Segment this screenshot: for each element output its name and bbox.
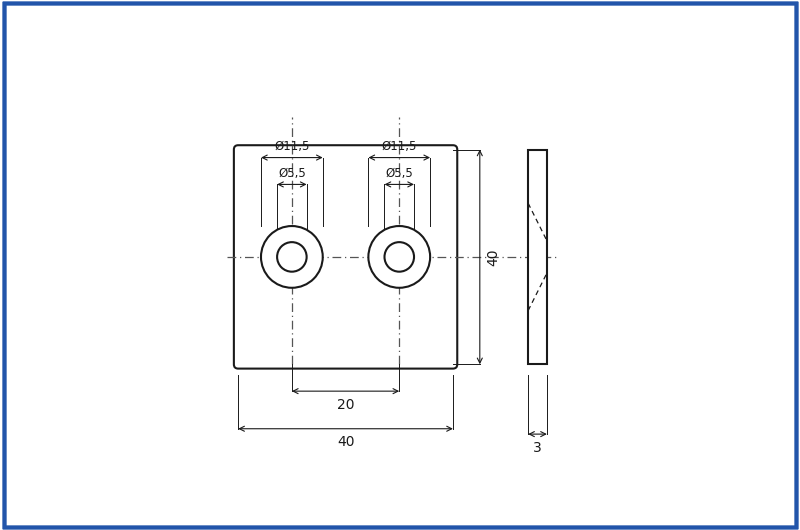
Text: 20: 20 (337, 398, 354, 412)
Bar (528, 149, 547, 364)
Circle shape (385, 242, 414, 272)
Text: Ø5,5: Ø5,5 (386, 167, 413, 180)
Circle shape (368, 226, 430, 288)
Text: 40: 40 (337, 435, 354, 449)
Circle shape (261, 226, 322, 288)
Text: Ø11,5: Ø11,5 (382, 140, 417, 153)
Text: Ø5,5: Ø5,5 (278, 167, 306, 180)
Text: 40: 40 (486, 248, 500, 266)
Circle shape (277, 242, 306, 272)
Text: Ø11,5: Ø11,5 (274, 140, 310, 153)
FancyBboxPatch shape (234, 145, 458, 368)
Text: 3: 3 (533, 440, 542, 455)
